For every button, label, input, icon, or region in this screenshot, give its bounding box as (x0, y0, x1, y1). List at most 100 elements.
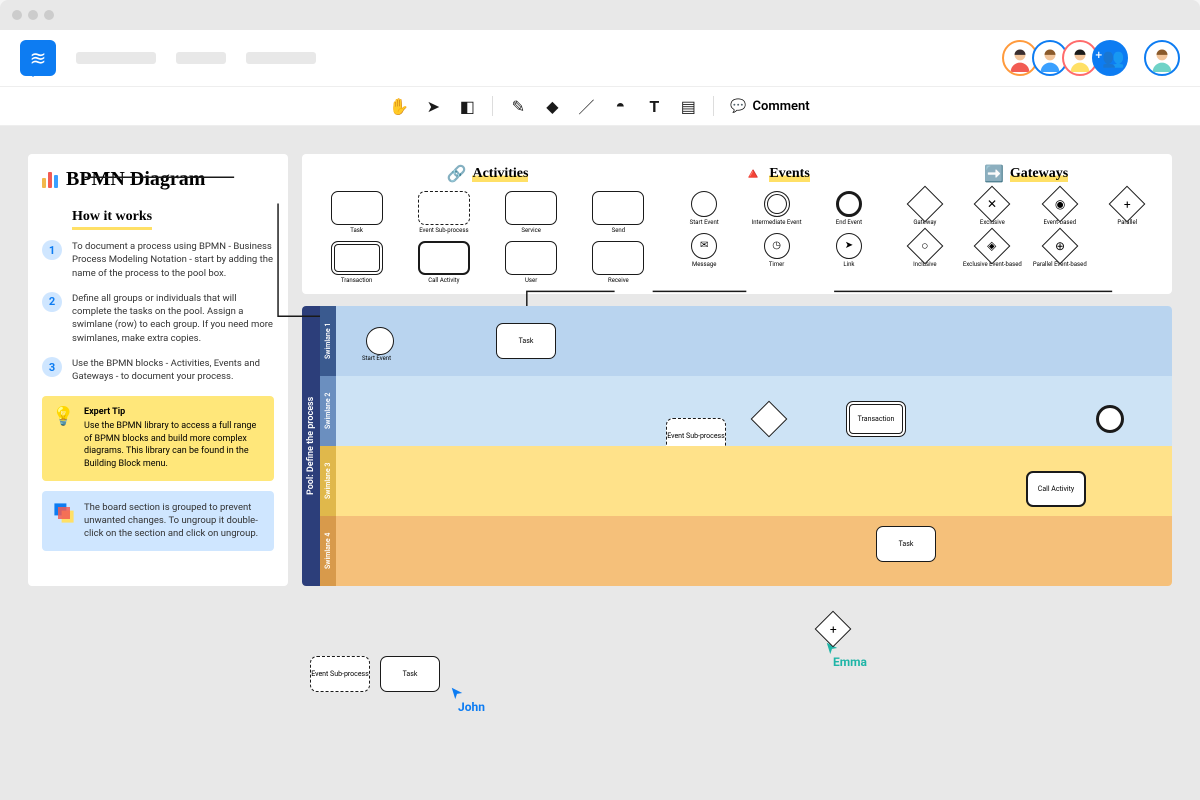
palette-label: Service (521, 228, 541, 235)
palette-gateway[interactable]: ◉ (1041, 186, 1078, 223)
comment-button[interactable]: 💬Comment (730, 99, 809, 114)
swimlane-label: Swimlane 2 (320, 376, 336, 446)
events-title: Events (769, 166, 809, 182)
palette-label: Message (692, 262, 716, 269)
palette-gateway[interactable]: ○ (906, 227, 943, 264)
activities-title: Activities (472, 166, 528, 182)
highlighter-tool-icon[interactable]: ◆ (543, 97, 561, 115)
step-number: 2 (42, 292, 62, 312)
tip-title: Expert Tip (84, 406, 264, 419)
palette-activity[interactable] (505, 191, 557, 225)
palette-label: Task (350, 228, 363, 235)
palette-label: Transaction (341, 278, 373, 285)
pen-tool-icon[interactable]: ✎ (509, 97, 527, 115)
gateway-node[interactable] (751, 401, 788, 438)
palette-gateway[interactable]: ⊕ (1041, 227, 1078, 264)
window-dot (12, 10, 22, 20)
swimlane-label: Swimlane 4 (320, 516, 336, 586)
hand-tool-icon[interactable]: ✋ (390, 97, 408, 115)
transaction-node[interactable]: Transaction (846, 401, 906, 437)
panel-title: BPMN Diagram (66, 168, 205, 191)
canvas[interactable]: BPMN Diagram How it works 1 To document a… (0, 126, 1200, 800)
collaborator-avatars: ⁺👥 (1008, 40, 1180, 76)
palette-activity[interactable] (331, 241, 383, 275)
gateways-icon: ➡️ (984, 164, 1004, 183)
task-node[interactable]: Task (876, 526, 936, 562)
app-bar: ≋ ⁺👥 (0, 30, 1200, 86)
step-text: To document a process using BPMN - Busin… (72, 240, 274, 280)
breadcrumb-placeholder (176, 52, 226, 64)
palette-label: Intermediate Event (752, 220, 802, 227)
step-number: 1 (42, 240, 62, 260)
window-dot (28, 10, 38, 20)
group-icon (52, 501, 76, 541)
palette-label: Start Event (690, 220, 719, 227)
palette-activity[interactable] (418, 191, 470, 225)
pointer-tool-icon[interactable]: ➤ (424, 97, 442, 115)
chart-icon (42, 172, 58, 188)
palette-label: Event Sub-process (419, 228, 468, 235)
palette-activity[interactable] (505, 241, 557, 275)
palette-activity[interactable] (331, 191, 383, 225)
how-it-works-heading: How it works (72, 209, 152, 230)
step-item: 2 Define all groups or individuals that w… (42, 292, 274, 345)
palette-event[interactable] (764, 191, 790, 217)
floating-event-subprocess[interactable]: Event Sub-process (310, 656, 370, 692)
start-event-node[interactable] (366, 327, 394, 355)
swimlane[interactable]: Swimlane 4 Task (320, 516, 1172, 586)
cursor-john: John (450, 686, 485, 714)
palette-event[interactable]: ➤ (836, 233, 862, 259)
palette-activity[interactable] (592, 241, 644, 275)
info-panel: BPMN Diagram How it works 1 To document a… (28, 154, 288, 586)
toolbar: ✋ ➤ ◧ ✎ ◆ ／ ◓ T ▤ 💬Comment (0, 86, 1200, 126)
step-text: Define all groups or individuals that wi… (72, 292, 274, 345)
swimlane-label: Swimlane 1 (320, 306, 336, 376)
palette-activity[interactable] (418, 241, 470, 275)
comment-label: Comment (753, 99, 810, 114)
task-node[interactable]: Task (496, 323, 556, 359)
palette-activity[interactable] (592, 191, 644, 225)
tip-body: Use the BPMN library to access a full ra… (84, 420, 264, 470)
swimlane[interactable]: Swimlane 2Event Sub-process Transaction (320, 376, 1172, 446)
pool[interactable]: Pool: Define the process Swimlane 1Start… (302, 306, 1172, 586)
eraser-tool-icon[interactable]: ◧ (458, 97, 476, 115)
line-tool-icon[interactable]: ／ (577, 97, 595, 115)
step-item: 3Use the BPMN blocks - Activities, Event… (42, 357, 274, 384)
text-tool-icon[interactable]: T (645, 97, 663, 115)
end-event-node[interactable] (1096, 405, 1124, 433)
step-item: 1 To document a process using BPMN - Busi… (42, 240, 274, 280)
bulb-icon: 💡 (52, 406, 76, 471)
palette-label: User (525, 278, 537, 285)
palette-gateway[interactable] (906, 186, 943, 223)
palette-gateway[interactable]: ◈ (974, 227, 1011, 264)
palette-event[interactable] (836, 191, 862, 217)
user-avatar[interactable] (1144, 40, 1180, 76)
palette-event[interactable] (691, 191, 717, 217)
browser-chrome (0, 0, 1200, 30)
swimlane[interactable]: Swimlane 1Start Event Task (320, 306, 1172, 376)
expert-tip: 💡 Expert Tip Use the BPMN library to acc… (42, 396, 274, 481)
palette-event[interactable]: ◷ (764, 233, 790, 259)
call-activity-node[interactable]: Call Activity (1026, 471, 1086, 507)
palette-gateway[interactable]: ✕ (974, 186, 1011, 223)
palette-label: Send (612, 228, 625, 235)
breadcrumb-placeholder (246, 52, 316, 64)
step-text: Use the BPMN blocks - Activities, Events… (72, 357, 274, 384)
palette-gateway[interactable]: + (1109, 186, 1146, 223)
shape-tool-icon[interactable]: ◓ (611, 97, 629, 115)
palette-label: Link (843, 262, 854, 269)
cursor-emma-label: Emma (833, 655, 867, 669)
swimlane[interactable]: Swimlane 3 Call Activity (320, 446, 1172, 516)
floating-task[interactable]: Task (380, 656, 440, 692)
events-icon: 🔺 (743, 164, 763, 183)
pool-label: Pool: Define the process (302, 306, 320, 586)
note-tool-icon[interactable]: ▤ (679, 97, 697, 115)
floating-shapes[interactable]: Event Sub-process Task (310, 656, 440, 692)
app-logo[interactable]: ≋ (20, 40, 56, 76)
palette-event[interactable]: ✉ (691, 233, 717, 259)
swimlane-label: Swimlane 3 (320, 446, 336, 516)
palette-label: Receive (608, 278, 629, 285)
gateways-title: Gateways (1010, 166, 1068, 182)
add-collaborator-button[interactable]: ⁺👥 (1092, 40, 1128, 76)
palette-label: End Event (836, 220, 862, 227)
